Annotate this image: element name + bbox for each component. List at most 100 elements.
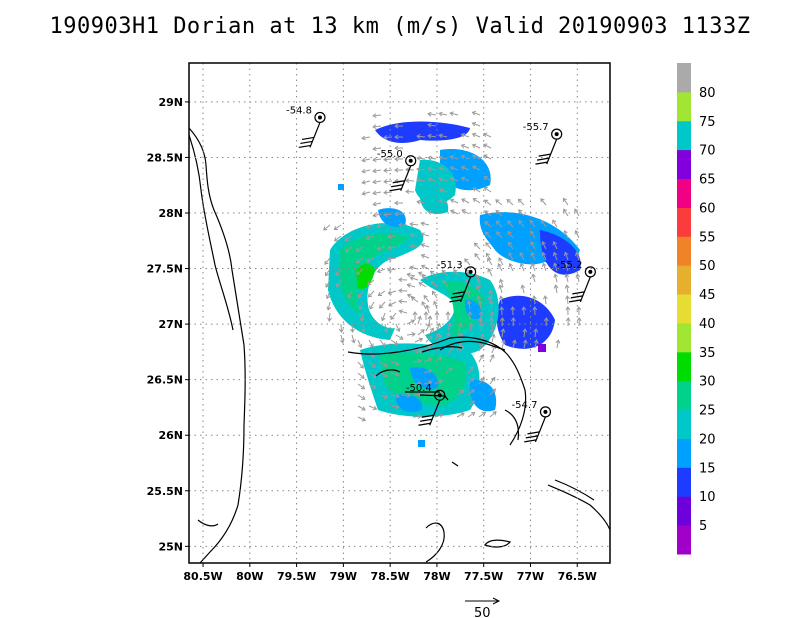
- colorbar-label: 70: [699, 144, 716, 159]
- wind-arrow: [439, 156, 448, 160]
- wind-barb-feather: [570, 295, 583, 299]
- station-label: -55.0: [377, 149, 403, 160]
- wind-arrow-head: [367, 293, 373, 298]
- wind-arrow-head: [471, 154, 477, 159]
- wind-arrow: [512, 340, 516, 349]
- wind-arrow-head: [394, 167, 399, 173]
- station-marker: -54.7: [512, 400, 552, 443]
- wind-arrow: [521, 285, 525, 294]
- wind-arrow-head: [333, 225, 338, 230]
- wind-arrow-head: [383, 157, 388, 162]
- wind-arrow: [461, 166, 470, 171]
- wind-arrow: [417, 201, 426, 204]
- wind-arrow-head: [325, 283, 330, 288]
- station-dot: [408, 158, 413, 163]
- wind-arrow: [423, 295, 430, 303]
- wind-arrow-head: [489, 311, 495, 316]
- wind-arrow: [383, 180, 393, 183]
- wind-arrow-head: [475, 274, 480, 279]
- wind-arrow-head: [498, 257, 503, 262]
- wind-arrow: [461, 133, 470, 138]
- wind-arrow-head: [420, 243, 426, 248]
- wind-barb: [309, 122, 321, 148]
- station-markers: -54.8 -55.0 -55.7 -51.3 -55.2 -50.4 -54.7: [286, 105, 596, 443]
- wind-arrow-head: [499, 306, 505, 311]
- wind-arrow-head: [481, 411, 487, 416]
- wind-arrow-head: [372, 405, 378, 411]
- wind-arrow: [378, 290, 386, 296]
- wind-arrow: [334, 224, 342, 230]
- wind-barb: [546, 138, 558, 165]
- wind-arrow: [368, 339, 374, 348]
- wind-arrow-head: [361, 395, 366, 400]
- wind-arrow: [436, 323, 441, 332]
- wind-arrow-head: [365, 224, 371, 229]
- wind-arrow-head: [409, 276, 414, 281]
- wind-arrow: [368, 405, 377, 410]
- wind-arrow: [483, 176, 492, 182]
- wind-arrow-head: [394, 361, 400, 366]
- wind-arrow-head: [530, 262, 536, 268]
- wind-arrow: [461, 209, 470, 215]
- station-dot: [543, 409, 548, 414]
- wind-arrow: [499, 279, 504, 288]
- wind-arrow-head: [576, 317, 582, 322]
- wind-arrow-head: [383, 134, 388, 140]
- wind-arrow: [501, 340, 505, 349]
- wind-arrow: [499, 285, 503, 294]
- wind-barb-feather: [420, 418, 433, 422]
- wind-arrow: [395, 323, 400, 332]
- x-tick-label: 78.5W: [371, 570, 410, 583]
- wind-barb: [534, 416, 547, 443]
- wind-arrow: [390, 339, 398, 345]
- wind-arrow: [406, 319, 415, 325]
- wind-arrow: [377, 246, 386, 250]
- wind-arrow: [487, 268, 493, 277]
- wind-barb: [400, 165, 412, 192]
- wind-arrow: [423, 381, 432, 385]
- wind-arrow-head: [427, 346, 432, 351]
- y-tick-label: 27.5N: [147, 263, 183, 276]
- colorbar-label: 25: [699, 404, 716, 419]
- wind-arrow-head: [372, 190, 377, 196]
- wind-arrow-head: [406, 293, 412, 299]
- wind-arrow-head: [361, 179, 366, 185]
- wind-arrow: [405, 179, 415, 182]
- wind-arrow-head: [449, 111, 454, 117]
- wind-arrow-head: [361, 417, 367, 422]
- wind-arrow: [485, 231, 492, 239]
- wind-arrow-head: [394, 200, 399, 206]
- wind-arrow: [485, 242, 492, 250]
- wind-arrow-head: [552, 251, 558, 257]
- wind-arrow-head: [564, 284, 570, 289]
- wind-arrow: [362, 158, 371, 162]
- wind-arrow-head: [445, 311, 451, 316]
- wind-barb-feather: [449, 299, 462, 303]
- wind-arrow-head: [417, 315, 422, 320]
- wind-arrow-head: [438, 188, 444, 193]
- wind-arrow-head: [383, 373, 389, 378]
- x-tick-label: 80W: [236, 570, 263, 583]
- wind-arrow-head: [492, 411, 497, 416]
- wind-arrow-head: [394, 145, 399, 151]
- wind-arrow-head: [460, 165, 466, 171]
- wind-arrow: [542, 263, 547, 272]
- wind-arrow-head: [351, 339, 356, 344]
- wind-arrow: [458, 334, 463, 343]
- wind-arrow: [410, 223, 419, 226]
- wind-arrow-head: [356, 270, 361, 275]
- wind-arrow-head: [453, 269, 458, 274]
- wind-arrow: [472, 144, 481, 149]
- wind-arrow: [412, 415, 422, 418]
- wind-barb-feather: [418, 422, 431, 426]
- wind-arrow: [351, 323, 354, 333]
- wind-arrow: [399, 310, 408, 314]
- wind-arrow: [442, 280, 449, 288]
- wind-arrow: [468, 301, 471, 310]
- wind-arrow: [566, 295, 569, 305]
- wind-arrow-head: [381, 342, 386, 347]
- wind-arrow-head: [460, 412, 465, 417]
- wind-arrow-head: [530, 241, 535, 246]
- wind-arrow-head: [460, 132, 466, 138]
- colorbar-label: 80: [699, 86, 716, 101]
